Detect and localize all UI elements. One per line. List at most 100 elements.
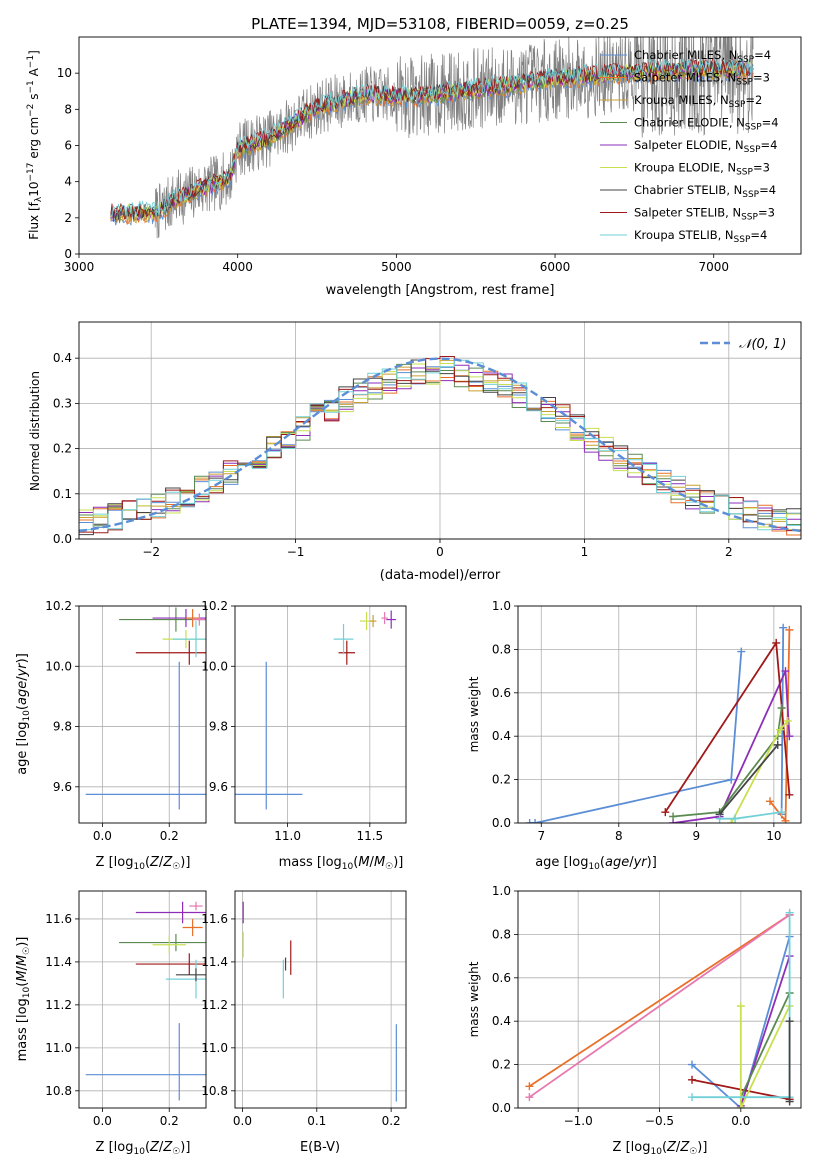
x-tick-label: 0.2 <box>160 1114 179 1128</box>
y-tick-label: 1.0 <box>492 884 511 898</box>
age-vs-mass-panel: 11.0 11.5 9.6 9.8 10.0 10.2 <box>201 599 407 843</box>
error-bar-point <box>185 609 200 628</box>
y-tick-label: 8 <box>64 102 72 116</box>
y-tick-label: 11.2 <box>201 998 228 1012</box>
weight-marker <box>785 625 794 634</box>
x-tick-label: 0.0 <box>233 1114 252 1128</box>
x-tick-label: −1 <box>287 545 305 559</box>
x-tick-label: 0 <box>436 545 444 559</box>
legend-label: Kroupa ELODIE, NSSP=3 <box>634 161 770 178</box>
x-tick-label: −2 <box>142 545 160 559</box>
y-tick-label: 0.0 <box>53 532 72 546</box>
scatter-plot-area <box>242 901 397 1102</box>
legend-label: Chabrier STELIB, NSSP=4 <box>634 183 776 200</box>
model-spectrum-line <box>110 57 754 218</box>
weight-series-line <box>719 811 782 820</box>
weight-marker <box>731 814 740 823</box>
x-tick-label: 6000 <box>540 260 571 274</box>
x-tick-label: 3000 <box>64 260 95 274</box>
weight-marker <box>688 1060 697 1069</box>
axes-frame <box>234 605 407 824</box>
y-tick-label: 0.6 <box>492 686 511 700</box>
legend-label: Salpeter MILES, NSSP=3 <box>634 71 770 88</box>
weight-marker <box>736 1002 745 1011</box>
x-tick-label: 10 <box>766 829 781 843</box>
x-tick-label: 7 <box>537 829 545 843</box>
x-tick-label: 7000 <box>698 260 729 274</box>
scatter-plot-area <box>85 607 206 810</box>
y-tick-label: 4 <box>64 175 72 189</box>
error-bar-point <box>192 613 206 626</box>
axes-frame <box>78 890 207 1109</box>
weight-marker <box>715 814 724 823</box>
weight-marker <box>727 775 736 784</box>
error-bar-point <box>135 901 206 924</box>
weight-marker <box>727 819 736 823</box>
weight-marker <box>776 725 785 734</box>
y-tick-label: 11.6 <box>201 912 228 926</box>
y-axis-label: mass weight <box>467 961 481 1037</box>
weight-marker <box>688 1093 697 1102</box>
x-axis-label: Z [log10(Z/Z☉)] <box>613 1140 708 1157</box>
y-tick-label: 0.3 <box>53 396 72 410</box>
x-tick-label: 1 <box>581 545 589 559</box>
error-bar-point <box>152 936 186 954</box>
y-tick-label: 2 <box>64 211 72 225</box>
x-tick-label: 9 <box>693 829 701 843</box>
y-tick-label: 9.8 <box>209 720 228 734</box>
weight-marker <box>772 638 781 647</box>
scatter-plot-area <box>235 610 397 810</box>
axes-frame <box>78 321 802 540</box>
x-tick-label: −1.0 <box>564 1114 593 1128</box>
error-bar-point <box>235 661 303 810</box>
y-tick-label: 11.4 <box>45 955 72 969</box>
legend-label: 𝒩(0, 1) <box>739 337 786 352</box>
spectrum-panel: 3000 4000 5000 6000 7000 0 2 4 6 8 10 wavelength [A… <box>26 36 802 298</box>
weight-series-line <box>673 707 783 818</box>
weight-vs-metallicity-panel: −1.0 −0.5 0.0 0.0 0.2 0.4 0.6 0.8 1.0 mass weight <box>467 884 802 1128</box>
y-tick-label: 11.6 <box>45 912 72 926</box>
error-bar-point <box>369 615 377 628</box>
y-tick-label: 9.8 <box>53 720 72 734</box>
x-tick-label: 0.2 <box>382 1114 401 1128</box>
weight-marker <box>779 623 788 632</box>
weight-marker <box>688 1075 697 1084</box>
legend-label: Salpeter ELODIE, NSSP=4 <box>634 138 777 155</box>
legend-label: Kroupa MILES, NSSP=2 <box>634 93 762 110</box>
y-tick-label: 0.8 <box>492 927 511 941</box>
y-axis-label: age [log10(age/yr)] <box>15 653 32 775</box>
y-tick-label: 0.2 <box>492 773 511 787</box>
weight-marker <box>785 732 794 741</box>
error-bar-point <box>182 918 203 937</box>
y-tick-label: 10.2 <box>45 599 72 613</box>
y-tick-label: 11.0 <box>45 1041 72 1055</box>
x-tick-label: 0.0 <box>93 829 112 843</box>
error-bar-point <box>175 968 206 982</box>
error-bar-point <box>85 1023 206 1101</box>
weight-marker <box>785 1017 794 1026</box>
y-tick-label: 10.0 <box>201 659 228 673</box>
age-vs-metallicity-panel: 0.0 0.2 9.6 9.8 10.0 10.2 <box>45 599 207 843</box>
y-tick-label: 11.4 <box>201 955 228 969</box>
x-tick-label: 5000 <box>381 260 412 274</box>
x-axis-label: Z [log10(Z/Z☉)] <box>96 855 191 872</box>
error-bar-point <box>381 612 388 625</box>
weight-vs-age-panel: 7 8 9 10 0.0 0.2 0.4 0.6 0.8 1.0 mass weight <box>467 599 802 843</box>
error-bar-point <box>338 640 356 665</box>
x-tick-label: 11.5 <box>356 829 383 843</box>
spectrum-plot-area <box>110 37 754 239</box>
weight-marker <box>525 1082 534 1091</box>
weight-series-line <box>528 914 791 1088</box>
legend-label: Chabrier ELODIE, NSSP=4 <box>634 116 779 133</box>
weight-marker <box>525 1093 534 1102</box>
y-axis-label: mass weight <box>467 676 481 752</box>
weight-marker <box>777 808 786 817</box>
weight-marker <box>781 816 790 823</box>
y-tick-label: 10.0 <box>45 659 72 673</box>
x-axis-label: wavelength [Angstrom, rest frame] <box>326 283 555 298</box>
observed-spectrum-line <box>154 37 754 239</box>
x-tick-label: 2 <box>725 545 733 559</box>
weight-marker <box>785 1097 794 1106</box>
error-bar-point <box>119 933 206 952</box>
